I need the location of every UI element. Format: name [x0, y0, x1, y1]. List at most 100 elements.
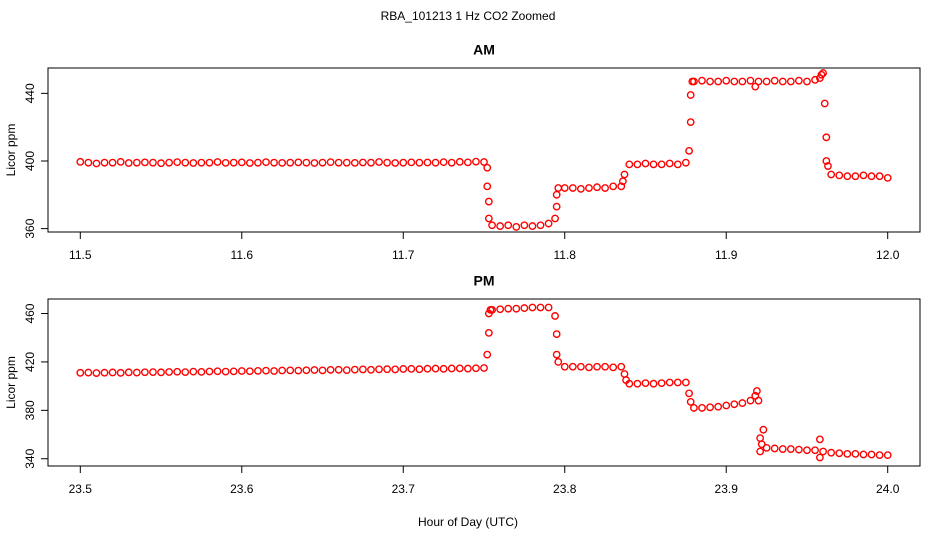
data-point	[84, 158, 93, 167]
data-point	[757, 440, 766, 449]
data-point	[221, 367, 230, 376]
data-point	[512, 304, 521, 313]
data-point	[262, 158, 270, 167]
data-point	[706, 403, 714, 412]
data-point	[730, 77, 739, 86]
data-point	[568, 184, 577, 192]
data-point	[827, 448, 836, 457]
data-point	[254, 158, 262, 167]
data-point	[286, 158, 295, 167]
x-tick-label: 23.7	[392, 482, 416, 496]
data-point	[722, 401, 731, 410]
data-point	[560, 184, 569, 192]
data-point	[221, 158, 230, 167]
data-point	[488, 221, 496, 230]
data-point	[302, 158, 311, 167]
data-point	[439, 158, 448, 167]
data-point	[593, 362, 601, 371]
data-point	[698, 404, 706, 412]
data-point	[819, 69, 828, 77]
data-point	[620, 170, 629, 179]
data-point	[762, 77, 771, 86]
data-point	[686, 397, 695, 406]
data-point	[391, 159, 400, 167]
data-point	[835, 449, 844, 458]
data-point	[851, 172, 860, 181]
data-point	[778, 445, 787, 453]
data-point	[551, 312, 559, 320]
data-point	[875, 451, 884, 460]
data-point	[649, 379, 658, 388]
data-point	[157, 368, 165, 377]
panel-title: PM	[474, 273, 495, 289]
data-point	[536, 221, 545, 230]
data-point	[173, 367, 182, 376]
data-point	[714, 402, 723, 411]
data-point	[407, 158, 416, 167]
data-point	[786, 445, 795, 453]
data-point	[673, 160, 682, 169]
data-point	[552, 330, 561, 338]
data-point	[472, 364, 480, 373]
data-point	[867, 450, 876, 459]
data-point	[116, 368, 125, 377]
data-point	[641, 159, 650, 168]
data-point	[504, 221, 513, 230]
data-point	[318, 158, 327, 167]
data-point	[375, 365, 383, 374]
plot-box	[47, 298, 921, 467]
data-point	[665, 159, 674, 168]
data-point	[657, 160, 666, 169]
data-point	[484, 328, 493, 337]
data-point	[455, 364, 464, 373]
data-point	[350, 158, 359, 167]
data-point	[318, 366, 327, 375]
data-point	[415, 365, 424, 374]
x-tick-label: 11.8	[554, 248, 577, 262]
data-point	[794, 76, 803, 85]
data-point	[108, 158, 117, 167]
data-point	[157, 159, 165, 168]
data-point	[496, 305, 505, 314]
x-tick-label: 24.0	[876, 482, 900, 496]
data-point	[270, 158, 278, 167]
data-point	[140, 158, 149, 167]
data-point	[794, 445, 803, 454]
data-point	[278, 158, 287, 167]
data-point	[551, 214, 559, 223]
x-tick-label: 23.8	[553, 482, 577, 496]
data-point	[483, 350, 492, 359]
x-tick-label: 23.6	[230, 482, 254, 496]
data-point	[601, 184, 610, 192]
data-point	[197, 158, 206, 167]
data-point	[92, 159, 101, 168]
data-point	[367, 365, 375, 374]
data-point	[698, 76, 706, 85]
data-point	[367, 158, 375, 167]
x-tick-label: 23.5	[69, 482, 93, 496]
data-point	[484, 214, 493, 223]
data-point	[859, 171, 868, 180]
x-tick-label: 23.9	[715, 482, 739, 496]
data-point	[544, 219, 553, 228]
x-tick-label: 11.6	[231, 248, 254, 262]
data-point	[76, 368, 85, 377]
data-point	[665, 378, 674, 387]
data-point	[423, 158, 432, 167]
data-point	[617, 182, 626, 191]
data-point	[819, 447, 828, 456]
data-point	[310, 159, 319, 167]
data-point	[554, 358, 563, 366]
data-point	[165, 368, 174, 376]
data-point	[245, 159, 254, 167]
data-point	[399, 365, 408, 373]
panel-title: AM	[473, 42, 495, 58]
data-point	[480, 364, 488, 372]
data-point	[618, 177, 627, 186]
data-point	[552, 202, 561, 211]
data-point	[431, 158, 440, 167]
y-axis-label: Licor ppm	[4, 124, 18, 177]
data-point	[738, 77, 747, 86]
data-point	[690, 77, 698, 86]
